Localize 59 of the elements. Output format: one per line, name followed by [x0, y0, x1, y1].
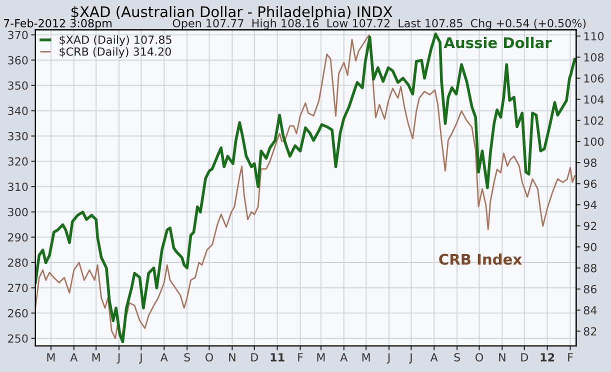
- x-tick-label: N: [229, 353, 236, 362]
- x-tick-label: J: [386, 353, 390, 364]
- x-tick-label: J: [409, 353, 412, 364]
- x-tick-label: F: [568, 353, 573, 362]
- y2-tick-label: 110: [584, 32, 604, 40]
- x-tick-label: O: [476, 353, 484, 362]
- x-tick-label: A: [70, 353, 78, 362]
- y-tick-label: 360: [8, 56, 28, 64]
- x-tick-label: M: [362, 353, 370, 362]
- y-tick-label: 280: [8, 258, 28, 267]
- x-tick-label: A: [430, 353, 438, 362]
- y-tick-label: 260: [8, 309, 28, 318]
- x-tick-label: M: [317, 353, 325, 362]
- y2-tick-label: 90: [584, 242, 597, 252]
- y-tick-label: 270: [8, 284, 28, 292]
- y2-tick-label: 82: [584, 327, 596, 336]
- y2-tick-label: 84: [584, 306, 597, 315]
- y-tick-label: 290: [8, 233, 28, 242]
- y2-tick-label: 88: [584, 264, 596, 272]
- x-tick-label: 12: [540, 353, 554, 362]
- y-tick-label: 340: [8, 106, 28, 116]
- y-tick-label: 250: [8, 334, 28, 343]
- x-tick-label: D: [521, 353, 528, 362]
- y2-tick-label: 92: [584, 222, 596, 230]
- legend-label: $XAD (Daily) 107.85: [60, 35, 172, 46]
- y2-tick-label: 94: [584, 200, 597, 210]
- text: Open 107.77 High 108.16 Low 107.72 Last 107.85 Chg +0.54 (+0.50%): [172, 18, 586, 30]
- x-tick-label: N: [499, 353, 506, 362]
- x-tick-label: A: [340, 353, 348, 362]
- x-tick-label: J: [139, 353, 142, 364]
- chart-title: $XAD (Australian Dollar - Philadelphia) INDX: [71, 6, 392, 20]
- y2-tick-label: 106: [584, 74, 604, 83]
- x-tick-label: M: [92, 353, 100, 362]
- y2-tick-label: 86: [584, 285, 597, 294]
- annotation: CRB Index: [439, 254, 522, 265]
- y-tick-label: 330: [8, 132, 28, 140]
- y2-tick-label: 96: [584, 180, 597, 188]
- chart-subtitle: 7-Feb-2012 3:08pm: [4, 18, 112, 30]
- x-tick-label: S: [184, 353, 190, 362]
- y-tick-label: 300: [8, 208, 28, 216]
- x-tick-label: J: [116, 353, 120, 364]
- x-tick-label: O: [206, 353, 214, 362]
- legend-label: $CRB (Daily) 314.20: [60, 47, 171, 58]
- x-tick-label: D: [251, 353, 258, 362]
- y-tick-label: 350: [8, 81, 28, 90]
- y2-tick-label: 102: [584, 116, 604, 125]
- x-tick-label: F: [298, 353, 303, 362]
- y-tick-label: 370: [8, 30, 28, 40]
- y2-tick-label: 100: [584, 137, 604, 146]
- y2-tick-label: 108: [584, 53, 604, 62]
- x-tick-label: M: [47, 353, 55, 362]
- x-tick-label: S: [454, 353, 460, 362]
- y2-tick-label: 104: [584, 95, 604, 104]
- y-tick-label: 320: [8, 157, 28, 166]
- y2-tick-label: 98: [584, 158, 596, 167]
- y-tick-label: 310: [8, 182, 28, 191]
- x-tick-label: A: [160, 353, 168, 362]
- annotation: Aussie Dollar: [444, 36, 552, 48]
- x-tick-label: 11: [270, 353, 284, 362]
